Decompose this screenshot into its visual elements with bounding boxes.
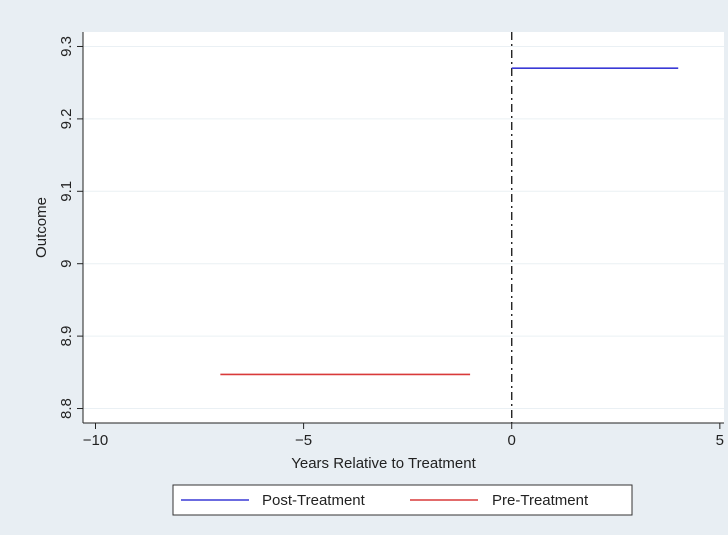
y-tick-label: 9.1 — [58, 181, 75, 202]
y-tick-label: 9 — [58, 260, 75, 268]
legend: Post-Treatment Pre-Treatment — [172, 484, 633, 516]
legend-label-post-treatment: Post-Treatment — [262, 492, 366, 509]
series-layer — [220, 67, 679, 376]
x-tick-label: −10 — [83, 432, 108, 449]
tick-labels: 8.8 8.9 9 9.1 9.2 9.3 −10 −5 0 5 — [58, 36, 724, 449]
gridlines — [83, 45, 724, 410]
tick-marks — [77, 45, 721, 429]
y-axis-title: Outcome — [33, 197, 50, 258]
x-axis-title: Years Relative to Treatment — [291, 455, 476, 472]
x-tick-label: 5 — [716, 432, 724, 449]
y-tick-label: 8.9 — [58, 326, 75, 347]
x-tick-label: 0 — [508, 432, 516, 449]
x-tick-label: −5 — [295, 432, 312, 449]
legend-box — [172, 484, 633, 516]
plot-area — [83, 32, 724, 423]
legend-label-pre-treatment: Pre-Treatment — [492, 492, 589, 509]
axes — [82, 32, 724, 424]
y-tick-label: 8.8 — [58, 398, 75, 419]
y-tick-label: 9.3 — [58, 36, 75, 57]
y-tick-label: 9.2 — [58, 108, 75, 129]
